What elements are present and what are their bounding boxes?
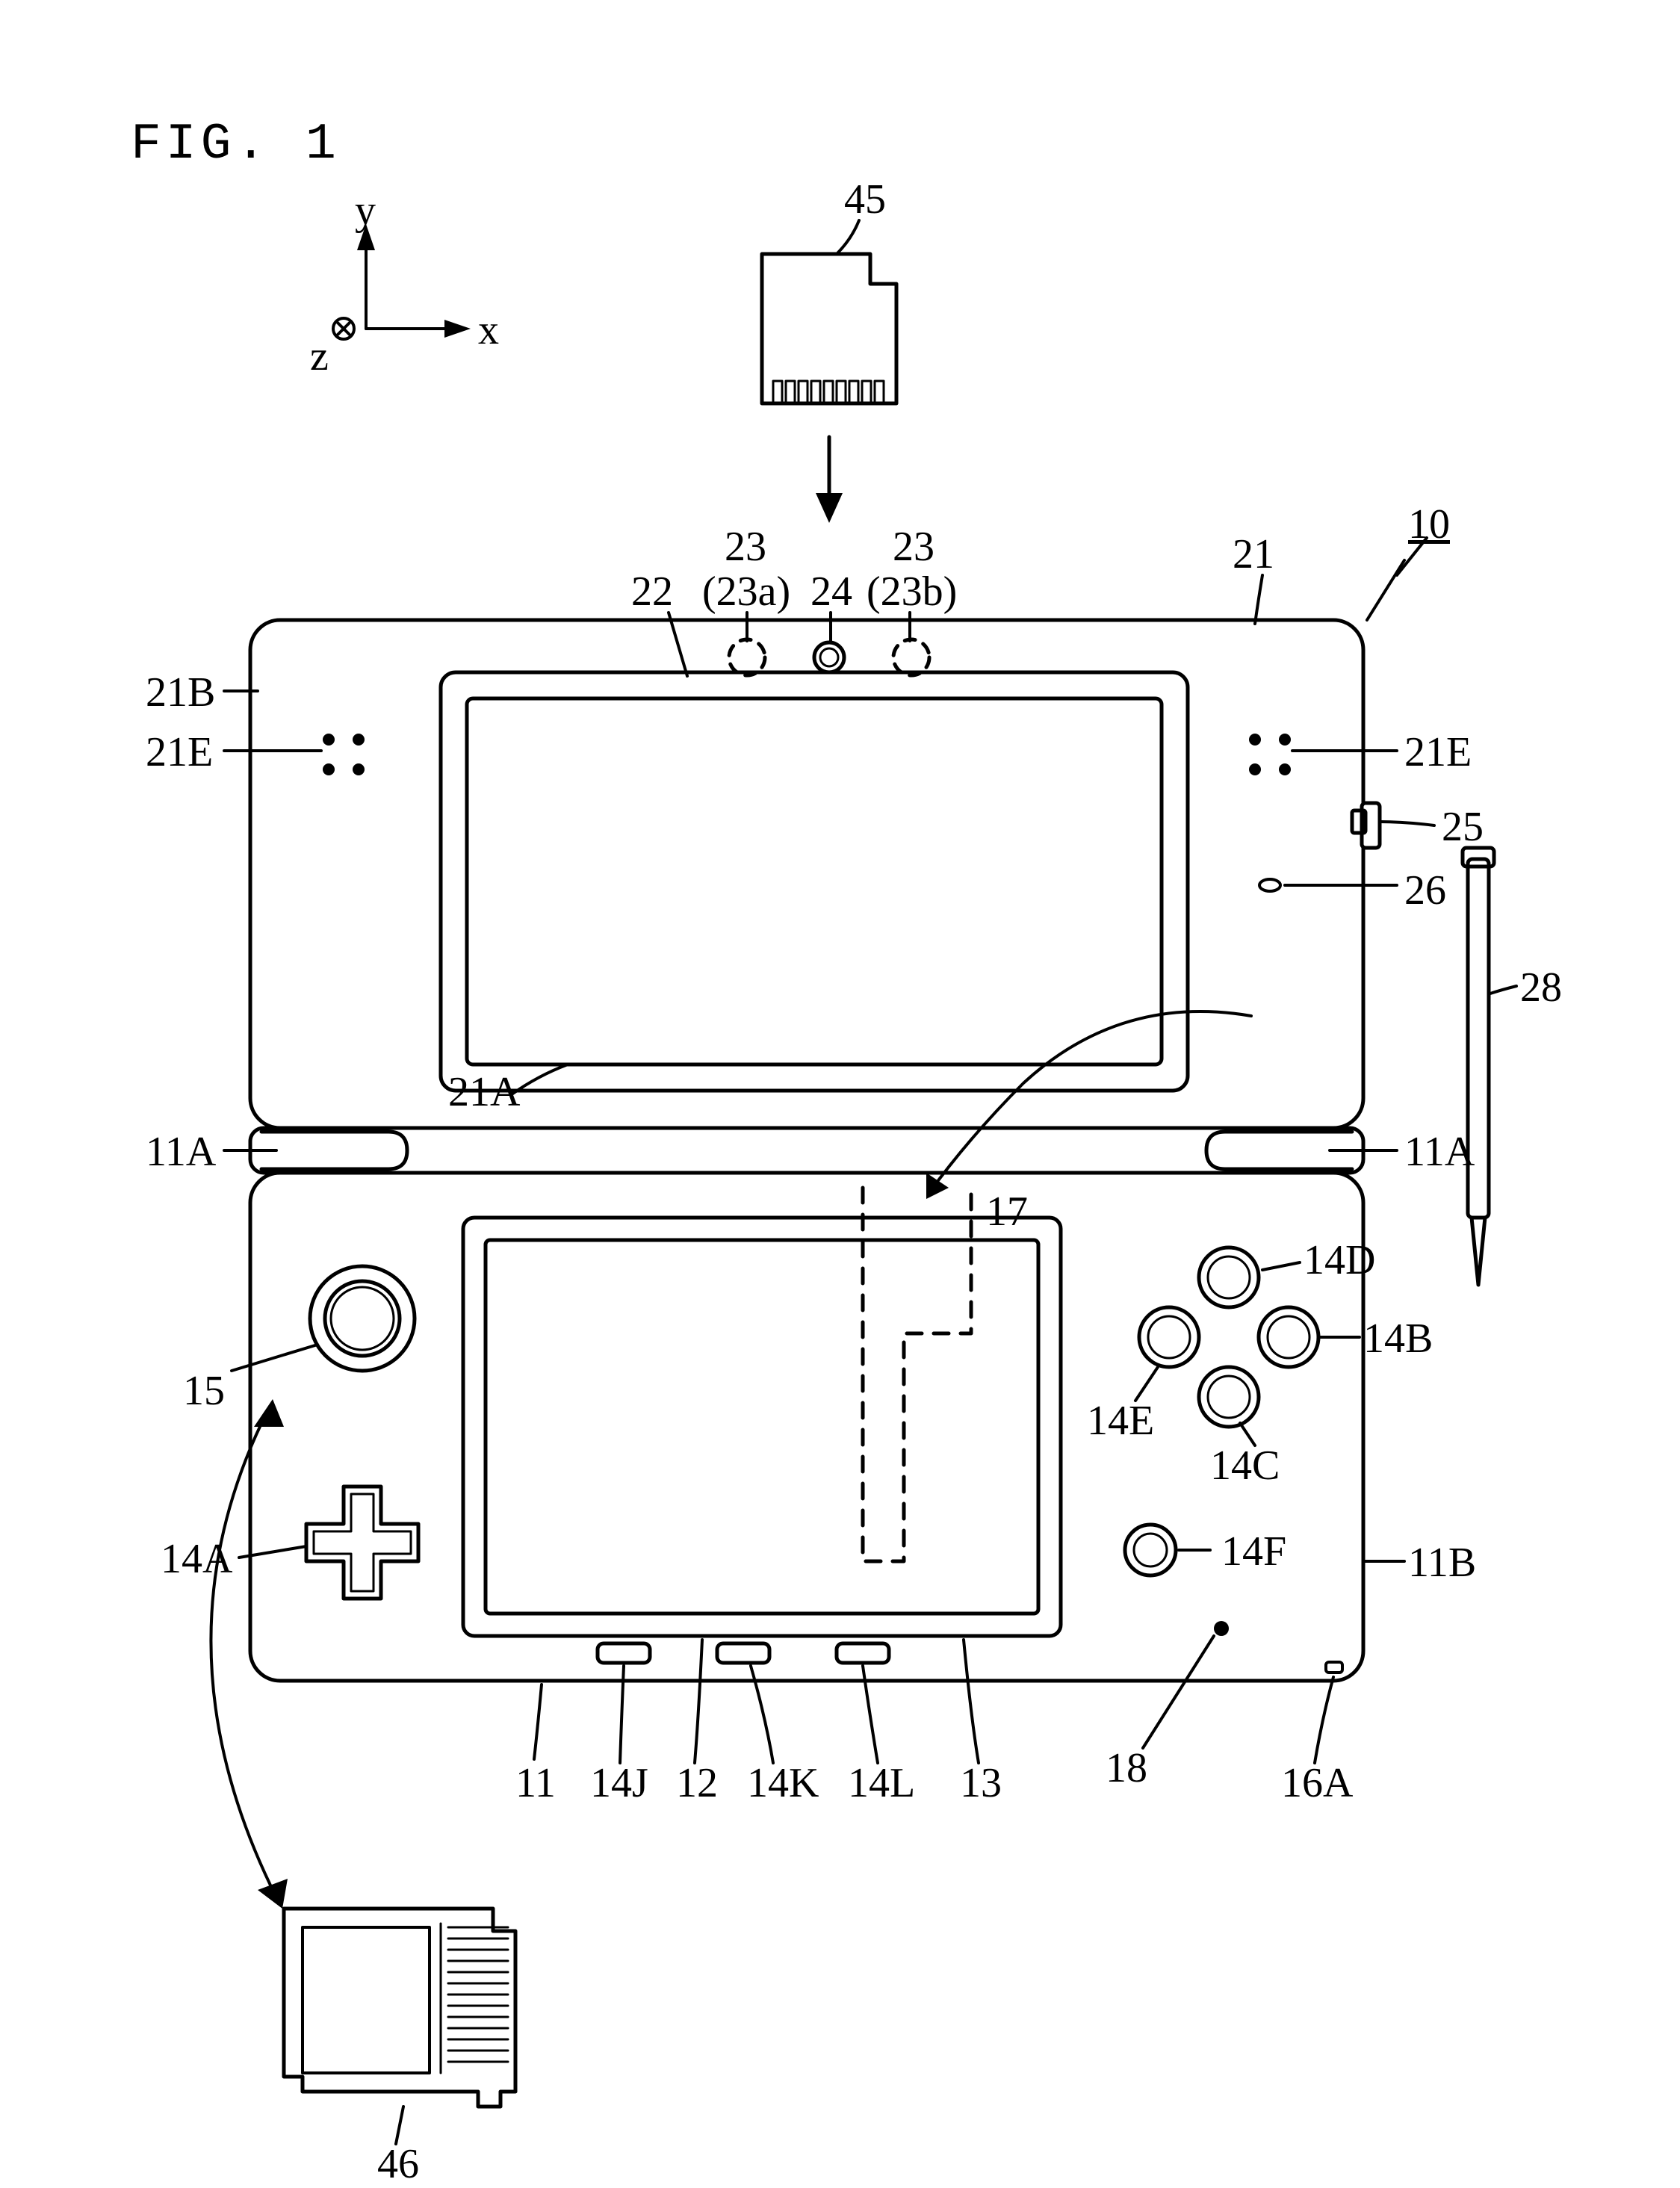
ref-28: 28 <box>1520 964 1562 1011</box>
ref-18: 18 <box>1106 1744 1147 1792</box>
axis-z: z <box>310 332 329 380</box>
ref-14C: 14C <box>1210 1442 1280 1490</box>
ref-25: 25 <box>1442 803 1484 851</box>
ref-24: 24 <box>810 568 852 616</box>
ref-21E-left: 21E <box>146 728 213 776</box>
ref-26: 26 <box>1404 867 1446 914</box>
ref-11A-right: 11A <box>1404 1128 1475 1176</box>
ref-14K: 14K <box>747 1759 819 1807</box>
ref-14J: 14J <box>590 1759 648 1807</box>
ref-10: 10 <box>1408 500 1450 548</box>
ref-11: 11 <box>515 1759 556 1807</box>
ref-23-a-top: 23 <box>725 523 766 571</box>
ref-14E: 14E <box>1087 1397 1154 1445</box>
ref-14D: 14D <box>1304 1236 1375 1284</box>
axis-x: x <box>478 306 499 354</box>
ref-46: 46 <box>377 2140 419 2188</box>
ref-21E-right: 21E <box>1404 728 1472 776</box>
ref-45: 45 <box>844 176 886 223</box>
ref-22: 22 <box>631 568 673 616</box>
ref-11A-left: 11A <box>146 1128 216 1176</box>
ref-16A: 16A <box>1281 1759 1353 1807</box>
ref-14F: 14F <box>1221 1528 1286 1575</box>
ref-23-b-top: 23 <box>893 523 934 571</box>
axis-y: y <box>355 187 376 235</box>
ref-14L: 14L <box>848 1759 915 1807</box>
figure-title: FIG. 1 <box>131 116 341 173</box>
ref-23b: (23b) <box>867 568 957 616</box>
ref-21B: 21B <box>146 669 215 716</box>
ref-17: 17 <box>986 1188 1028 1236</box>
ref-21: 21 <box>1233 530 1274 578</box>
ref-23a: (23a) <box>702 568 790 616</box>
ref-15: 15 <box>183 1367 225 1415</box>
ref-14A: 14A <box>161 1535 232 1583</box>
ref-13: 13 <box>960 1759 1002 1807</box>
ref-14B: 14B <box>1363 1315 1433 1363</box>
ref-11B: 11B <box>1408 1539 1476 1587</box>
ref-12: 12 <box>676 1759 718 1807</box>
ref-21A: 21A <box>448 1068 520 1116</box>
